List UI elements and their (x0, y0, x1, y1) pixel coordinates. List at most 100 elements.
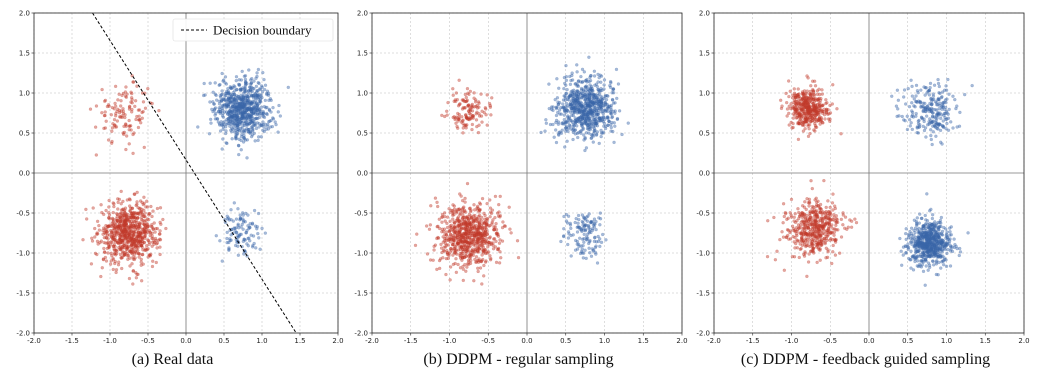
data-point (808, 211, 812, 216)
data-point (121, 199, 125, 204)
data-point (127, 234, 132, 238)
data-point (244, 116, 248, 120)
data-point (588, 251, 592, 255)
y-tick-label: 1.5 (357, 50, 368, 58)
data-point (237, 103, 241, 108)
data-point (584, 100, 589, 104)
data-point (122, 243, 127, 248)
data-point (483, 233, 488, 238)
data-point (461, 267, 466, 271)
data-point (427, 227, 432, 231)
data-point (562, 226, 566, 231)
data-point (130, 213, 135, 218)
data-point (231, 90, 235, 95)
data-point (253, 105, 257, 109)
data-point (820, 237, 824, 242)
data-point (233, 121, 237, 126)
data-point (102, 126, 106, 131)
data-point (123, 208, 127, 212)
data-point (795, 239, 800, 243)
data-point (255, 121, 260, 125)
data-point (219, 120, 224, 124)
data-point (122, 221, 126, 226)
data-point (233, 98, 237, 103)
data-point (261, 70, 265, 75)
data-point (246, 128, 250, 132)
data-point (582, 232, 586, 237)
data-point (458, 229, 463, 234)
data-point (122, 253, 126, 258)
data-point (258, 97, 263, 101)
data-point (90, 236, 94, 240)
data-point (213, 92, 218, 96)
data-point (924, 135, 928, 139)
data-point (260, 226, 264, 231)
data-point (114, 270, 118, 275)
data-point (825, 220, 829, 225)
data-point (595, 130, 600, 134)
data-point (445, 215, 450, 219)
data-point (428, 223, 433, 227)
data-point (582, 133, 586, 137)
data-point (136, 223, 140, 227)
data-point (154, 226, 158, 231)
data-point (900, 114, 904, 119)
data-point (95, 232, 99, 237)
data-point (815, 260, 819, 265)
data-point (245, 106, 249, 111)
data-point (939, 266, 943, 270)
data-point (144, 225, 148, 229)
data-point (110, 105, 115, 110)
data-point (142, 240, 147, 245)
data-point (230, 121, 234, 125)
data-point (497, 202, 501, 207)
data-point (250, 89, 254, 94)
data-point (241, 98, 245, 102)
data-point (121, 246, 125, 250)
data-point (133, 256, 137, 260)
data-point (113, 222, 117, 226)
data-point (243, 90, 247, 94)
data-point (249, 118, 253, 122)
data-point (138, 234, 142, 238)
data-point (128, 225, 132, 230)
data-point (240, 104, 244, 108)
data-point (259, 123, 263, 127)
data-point (497, 261, 502, 265)
data-point (599, 134, 603, 139)
data-point (121, 109, 126, 113)
data-point (938, 101, 942, 105)
data-point (141, 109, 145, 114)
data-point (235, 120, 239, 124)
data-point (219, 99, 224, 104)
data-point (106, 224, 111, 228)
data-point (234, 118, 238, 122)
data-point (235, 87, 239, 92)
data-point (499, 256, 503, 260)
data-point (114, 125, 119, 129)
data-point (822, 110, 826, 114)
data-point (240, 111, 245, 115)
data-point (808, 249, 813, 254)
data-point (962, 92, 967, 97)
data-point (122, 223, 127, 227)
data-point (236, 101, 240, 105)
data-point (157, 232, 162, 236)
data-point (120, 230, 125, 235)
data-point (245, 100, 249, 105)
data-point (826, 250, 830, 254)
data-point (459, 194, 463, 198)
data-point (242, 113, 246, 117)
data-point (122, 245, 126, 250)
data-point (103, 250, 107, 255)
data-point (244, 80, 248, 85)
data-point (570, 71, 574, 75)
data-point (264, 127, 268, 132)
data-point (460, 115, 464, 119)
data-point (238, 101, 242, 106)
data-point (784, 100, 789, 105)
data-point (485, 201, 489, 206)
data-point (124, 218, 129, 223)
data-point (223, 125, 228, 129)
data-point (569, 226, 573, 231)
